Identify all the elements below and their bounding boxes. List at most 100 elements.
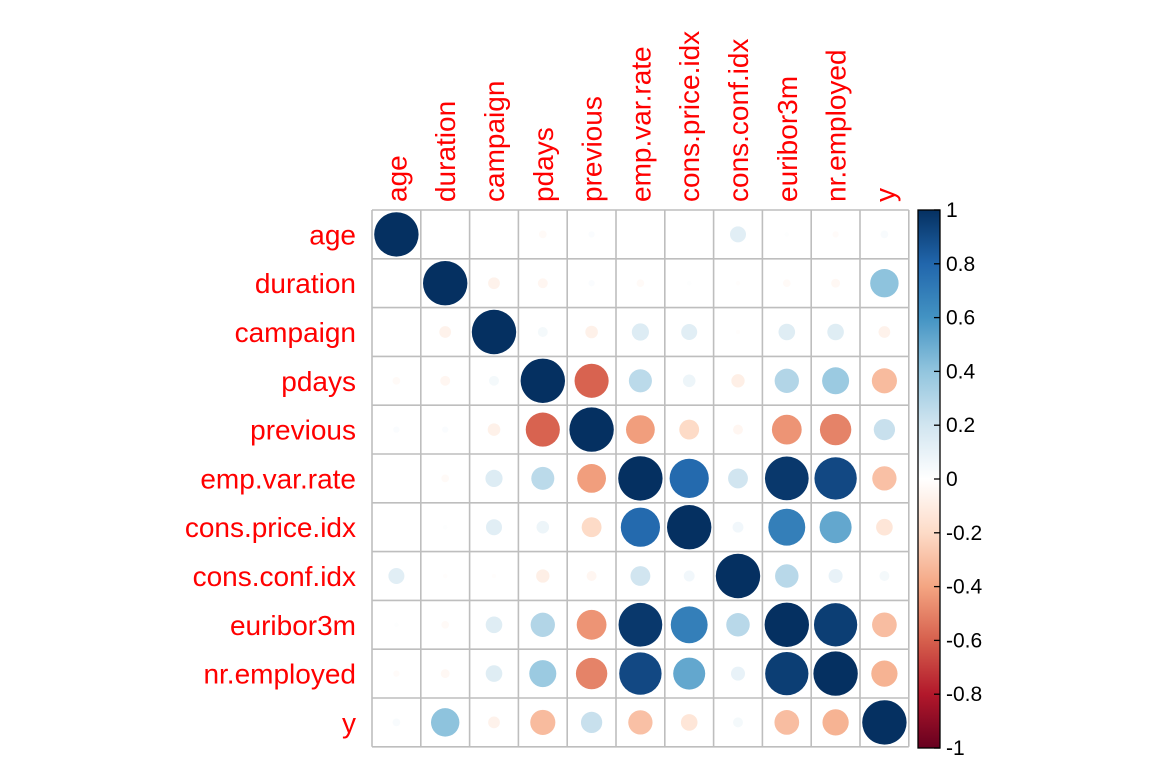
- grid: [371, 209, 910, 748]
- corr-circle-emp.var.rate-cons.price.idx: [669, 458, 709, 499]
- column-label-previous: previous: [577, 96, 608, 202]
- corr-circle-cons.conf.idx-cons.conf.idx: [715, 553, 761, 599]
- corr-circle-campaign-cons.price.idx: [681, 323, 698, 341]
- row-labels: age duration campaign pdays previous emp.var.…: [185, 219, 356, 738]
- corr-circle-cons.price.idx-cons.price.idx: [667, 505, 712, 550]
- corr-circle-duration-pdays: [537, 278, 548, 289]
- column-label-campaign: campaign: [479, 81, 510, 202]
- corr-circle-previous-nr.employed: [819, 413, 852, 446]
- corr-circle-cons.price.idx-cons.conf.idx: [732, 521, 744, 533]
- corr-circle-duration-campaign: [488, 277, 500, 290]
- corr-circle-age-nr.employed: [832, 231, 839, 238]
- corr-circle-previous-cons.conf.idx: [733, 424, 743, 435]
- corr-circle-euribor3m-duration: [441, 620, 450, 629]
- corr-circle-duration-nr.employed: [831, 278, 841, 288]
- corr-circle-campaign-nr.employed: [827, 323, 844, 341]
- corr-circle-cons.price.idx-duration: [442, 524, 448, 530]
- column-label-cons.price.idx: cons.price.idx: [674, 31, 705, 202]
- corr-circle-nr.employed-cons.price.idx: [673, 657, 706, 690]
- corr-circle-duration-emp.var.rate: [636, 279, 645, 288]
- corr-circle-cons.conf.idx-euribor3m: [775, 564, 799, 588]
- corr-circle-euribor3m-pdays: [530, 612, 555, 637]
- corr-circle-nr.employed-previous: [575, 657, 608, 690]
- corr-circle-age-cons.conf.idx: [729, 226, 747, 243]
- corr-circle-euribor3m-y: [872, 612, 897, 638]
- corr-circle-pdays-previous: [574, 363, 609, 398]
- row-label-cons.conf.idx: cons.conf.idx: [193, 561, 356, 592]
- column-label-age: age: [381, 155, 412, 202]
- corr-circle-previous-euribor3m: [771, 414, 802, 445]
- corr-circle-duration-previous: [588, 280, 595, 287]
- corr-circle-nr.employed-y: [871, 660, 898, 687]
- corr-circle-cons.conf.idx-y: [879, 571, 890, 581]
- column-label-pdays: pdays: [528, 127, 559, 202]
- corr-circle-age-age: [374, 212, 419, 257]
- corr-circle-euribor3m-campaign: [485, 616, 503, 634]
- corr-circle-cons.price.idx-y: [876, 518, 893, 536]
- corr-circle-emp.var.rate-cons.conf.idx: [728, 468, 748, 489]
- column-label-emp.var.rate: emp.var.rate: [625, 46, 656, 202]
- corr-circle-duration-euribor3m: [782, 279, 791, 288]
- corr-circle-cons.conf.idx-duration: [442, 573, 448, 579]
- corr-circle-emp.var.rate-euribor3m: [764, 456, 809, 501]
- column-label-nr.employed: nr.employed: [821, 49, 852, 202]
- corr-circle-duration-cons.conf.idx: [735, 280, 741, 286]
- corr-circle-y-previous: [580, 711, 603, 734]
- corr-circle-cons.price.idx-emp.var.rate: [620, 507, 661, 547]
- corr-circle-age-euribor3m: [784, 232, 790, 237]
- column-label-cons.conf.idx: cons.conf.idx: [723, 39, 754, 202]
- corr-circle-emp.var.rate-emp.var.rate: [618, 456, 663, 501]
- colorbar-tick-label: 0.8: [946, 253, 975, 276]
- column-label-euribor3m: euribor3m: [772, 76, 803, 202]
- corr-circle-y-pdays: [530, 709, 556, 735]
- corr-circle-pdays-euribor3m: [774, 368, 799, 393]
- corr-circle-pdays-pdays: [520, 358, 565, 403]
- corr-circle-campaign-euribor3m: [778, 323, 796, 341]
- corr-circle-y-age: [392, 718, 401, 727]
- corr-circle-y-euribor3m: [774, 710, 800, 735]
- colorbar: 1 0.8 0.6 0.4 0.2 0 -0.2 -0.4 -0.6 -0.8 -1: [917, 199, 983, 760]
- corr-circle-nr.employed-age: [393, 670, 400, 677]
- corr-circle-campaign-pdays: [537, 327, 548, 337]
- corr-circle-pdays-age: [392, 376, 401, 385]
- corr-circle-emp.var.rate-pdays: [531, 466, 555, 490]
- corr-circle-y-nr.employed: [822, 709, 849, 736]
- corr-circle-cons.conf.idx-nr.employed: [828, 568, 843, 584]
- corr-circle-euribor3m-emp.var.rate: [618, 602, 663, 647]
- corr-circle-nr.employed-emp.var.rate: [619, 652, 662, 695]
- colorbar-tick-label: -0.4: [946, 576, 983, 599]
- corr-circle-duration-cons.price.idx: [686, 280, 692, 286]
- colorbar-tick-label: -0.6: [946, 629, 982, 652]
- colorbar-tick-label: -0.2: [946, 522, 982, 545]
- row-label-emp.var.rate: emp.var.rate: [200, 463, 356, 494]
- corr-circle-previous-duration: [442, 426, 449, 433]
- corr-circle-pdays-cons.conf.idx: [731, 374, 745, 388]
- corr-circle-campaign-emp.var.rate: [631, 323, 649, 341]
- corr-circle-campaign-cons.conf.idx: [735, 329, 741, 335]
- row-label-y: y: [342, 707, 356, 738]
- row-label-campaign: campaign: [235, 317, 356, 348]
- column-labels: age duration campaign pdays previous emp.var.…: [381, 31, 900, 202]
- corr-circle-euribor3m-euribor3m: [764, 602, 809, 647]
- corr-circle-emp.var.rate-previous: [577, 464, 606, 493]
- row-label-age: age: [309, 219, 356, 250]
- corr-circle-emp.var.rate-nr.employed: [814, 457, 857, 500]
- corr-circle-euribor3m-cons.price.idx: [670, 606, 708, 644]
- corr-circle-previous-age: [393, 426, 400, 433]
- correlation-circles: [374, 212, 907, 745]
- corr-circle-cons.conf.idx-previous: [586, 571, 597, 581]
- corr-circle-pdays-nr.employed: [822, 367, 850, 395]
- corr-circle-pdays-duration: [440, 375, 451, 386]
- corr-circle-cons.conf.idx-pdays: [536, 569, 550, 583]
- corr-circle-cons.conf.idx-age: [388, 567, 405, 585]
- corr-circle-pdays-emp.var.rate: [628, 369, 652, 393]
- corr-circle-y-y: [862, 700, 907, 745]
- corr-circle-duration-duration: [423, 261, 468, 306]
- corr-circle-nr.employed-euribor3m: [765, 651, 809, 696]
- colorbar-tick-label: 0.2: [946, 414, 975, 437]
- corr-circle-y-cons.price.idx: [680, 714, 698, 731]
- row-label-previous: previous: [250, 415, 356, 446]
- corr-circle-y-duration: [430, 708, 460, 737]
- corr-circle-cons.conf.idx-campaign: [491, 573, 497, 579]
